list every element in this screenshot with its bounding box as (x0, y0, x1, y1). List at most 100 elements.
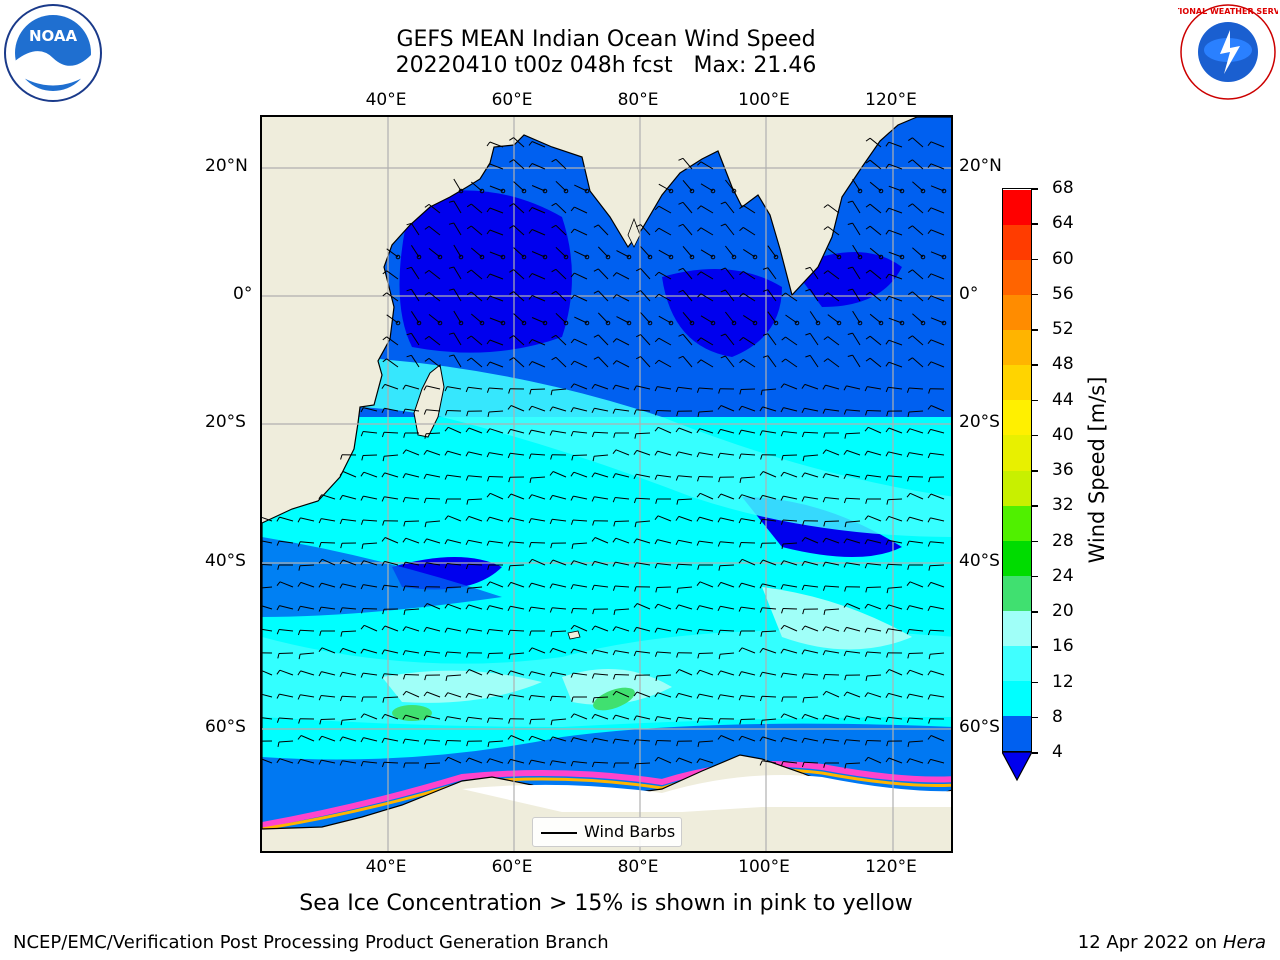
wind-barb-flag (655, 587, 658, 593)
wind-barb-flag (780, 495, 784, 501)
wind-barb (597, 224, 609, 236)
wind-barb (489, 207, 504, 214)
wind-barb (362, 454, 378, 456)
wind-barb-flag (402, 626, 407, 632)
wind-barb-flag (865, 269, 871, 274)
wind-barb-flag (381, 714, 386, 719)
wind-barb (320, 542, 336, 544)
wind-barb (428, 314, 441, 324)
wind-barb-flag (361, 543, 364, 549)
wind-barb-flag (612, 294, 617, 299)
wind-barb (700, 205, 714, 214)
wind-barb (658, 293, 672, 302)
wind-barb (699, 629, 714, 632)
wind-barb (615, 650, 630, 654)
wind-barb (636, 385, 651, 390)
wind-barb (725, 267, 735, 280)
wind-barb (384, 673, 399, 676)
wind-barb-flag (339, 495, 343, 500)
wind-barb-flag (759, 406, 764, 412)
wind-barb (912, 313, 924, 324)
wind-barb (636, 739, 651, 742)
wind-barb-flag (739, 477, 742, 483)
wind-barb-flag (780, 407, 784, 413)
wind-barb (912, 159, 924, 170)
wind-barb-flag (928, 654, 931, 660)
wind-barb (657, 603, 672, 610)
wind-barb (677, 498, 693, 501)
wind-barb-flag (318, 606, 322, 612)
wind-barb-flag (781, 455, 784, 461)
wind-barb-flag (780, 383, 785, 389)
wind-barb-flag (592, 697, 595, 703)
wind-barb-flag (507, 517, 511, 523)
wind-barb-flag (448, 266, 454, 269)
wind-barb-flag (465, 387, 469, 393)
wind-barb (531, 163, 546, 170)
wind-barb (531, 582, 546, 588)
wind-barb-flag (448, 200, 454, 203)
wind-barb-flag (423, 409, 427, 415)
wind-barb-flag (361, 608, 364, 614)
wind-barb-flag (635, 268, 641, 272)
calm-marker (542, 320, 548, 326)
wind-barb (279, 758, 294, 764)
wind-barb (279, 581, 294, 588)
wind-barb (852, 178, 861, 192)
wind-barb-flag (612, 408, 616, 414)
wind-barb-flag (805, 266, 811, 270)
wind-barb-flag (720, 223, 726, 227)
wind-barb-flag (843, 739, 847, 745)
wind-barb (635, 497, 651, 500)
calm-marker (857, 254, 863, 260)
wind-barb-flag (654, 386, 658, 392)
wind-barb (489, 516, 504, 522)
colorbar-tick-mark (1032, 223, 1038, 225)
colorbar-tick-mark (1032, 611, 1038, 613)
wind-barb (320, 718, 336, 720)
lon-tick-top-40E: 40°E (365, 90, 407, 110)
wind-barb (573, 407, 588, 412)
wind-barb-flag (445, 740, 448, 746)
wind-barb-flag (927, 582, 932, 587)
wind-barb (405, 561, 420, 566)
wind-barb (804, 713, 819, 720)
wind-barb-flag (297, 670, 302, 676)
wind-barb (767, 333, 777, 346)
wind-barb (845, 432, 861, 435)
wind-barb (615, 449, 630, 456)
wind-barb (342, 494, 357, 500)
wind-barb-flag (759, 471, 764, 476)
wind-barb (678, 628, 693, 632)
wind-barb-flag (927, 361, 932, 367)
lat-tick-right-0: 0° (959, 284, 979, 304)
wind-barb-flag (780, 519, 784, 525)
wind-barb-flag (507, 670, 512, 676)
wind-barb-flag (593, 356, 599, 360)
wind-barb (825, 690, 840, 698)
wind-barb (404, 520, 420, 522)
wind-barb-flag (445, 498, 448, 504)
wind-barb (930, 141, 945, 148)
wind-barb (762, 471, 777, 478)
wind-barb (453, 266, 462, 280)
wind-barb (321, 695, 336, 698)
wind-barb-flag (339, 519, 343, 525)
wind-barb-flag (844, 763, 847, 769)
wind-barb-flag (381, 625, 386, 631)
wind-barb (658, 227, 672, 236)
wind-barb-flag (697, 476, 700, 482)
wind-barb-flag (276, 669, 281, 675)
wind-barb (386, 270, 399, 280)
wind-barb-flag (571, 455, 574, 461)
wind-barb-flag (570, 206, 575, 212)
wind-barb (640, 290, 651, 302)
wind-barb-flag (720, 267, 726, 271)
wind-barb-flag (780, 648, 784, 654)
wind-barb-flag (885, 163, 890, 169)
wind-barb (489, 185, 504, 192)
colorbar-tick-mark (1032, 505, 1038, 507)
wind-barb-flag (823, 226, 829, 230)
wind-barb-flag (865, 225, 871, 230)
wind-barb-flag (760, 720, 763, 726)
